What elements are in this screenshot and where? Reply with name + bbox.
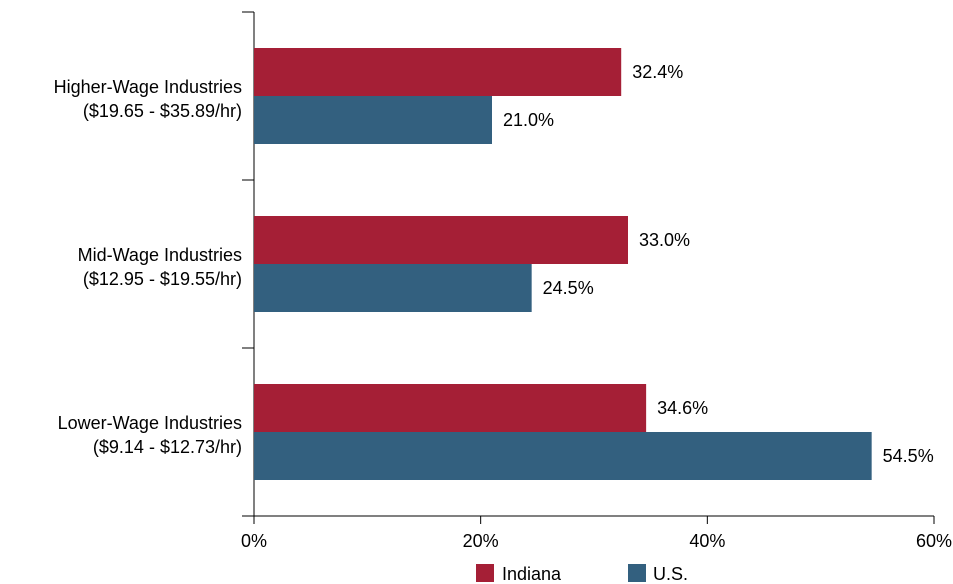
category-label: Higher-Wage Industries [54,77,242,97]
labels: Higher-Wage Industries ($19.65 - $35.89/h… [54,62,934,466]
x-tick-label: 40% [689,531,725,551]
legend: Indiana U.S. [476,564,688,584]
bars [254,48,872,480]
axes: 0% 20% 40% 60% [241,11,952,551]
x-tick-label: 0% [241,531,267,551]
data-label: 21.0% [503,110,554,130]
bar-u-s [254,96,492,144]
bar-u-s [254,264,532,312]
data-label: 32.4% [632,62,683,82]
data-label: 33.0% [639,230,690,250]
bar-indiana [254,48,622,96]
bar-indiana [254,384,647,432]
category-label: Lower-Wage Industries [58,413,242,433]
x-tick-label: 20% [463,531,499,551]
legend-swatch [476,564,494,582]
data-label: 24.5% [543,278,594,298]
legend-swatch [628,564,646,582]
category-label: ($9.14 - $12.73/hr) [93,437,242,457]
bar-indiana [254,216,628,264]
legend-label: U.S. [653,564,688,584]
x-tick-label: 60% [916,531,952,551]
data-label: 54.5% [883,446,934,466]
category-label: ($12.95 - $19.55/hr) [83,269,242,289]
bar-u-s [254,432,872,480]
category-label: Mid-Wage Industries [78,245,242,265]
category-label: ($19.65 - $35.89/hr) [83,101,242,121]
data-label: 34.6% [657,398,708,418]
legend-label: Indiana [502,564,562,584]
